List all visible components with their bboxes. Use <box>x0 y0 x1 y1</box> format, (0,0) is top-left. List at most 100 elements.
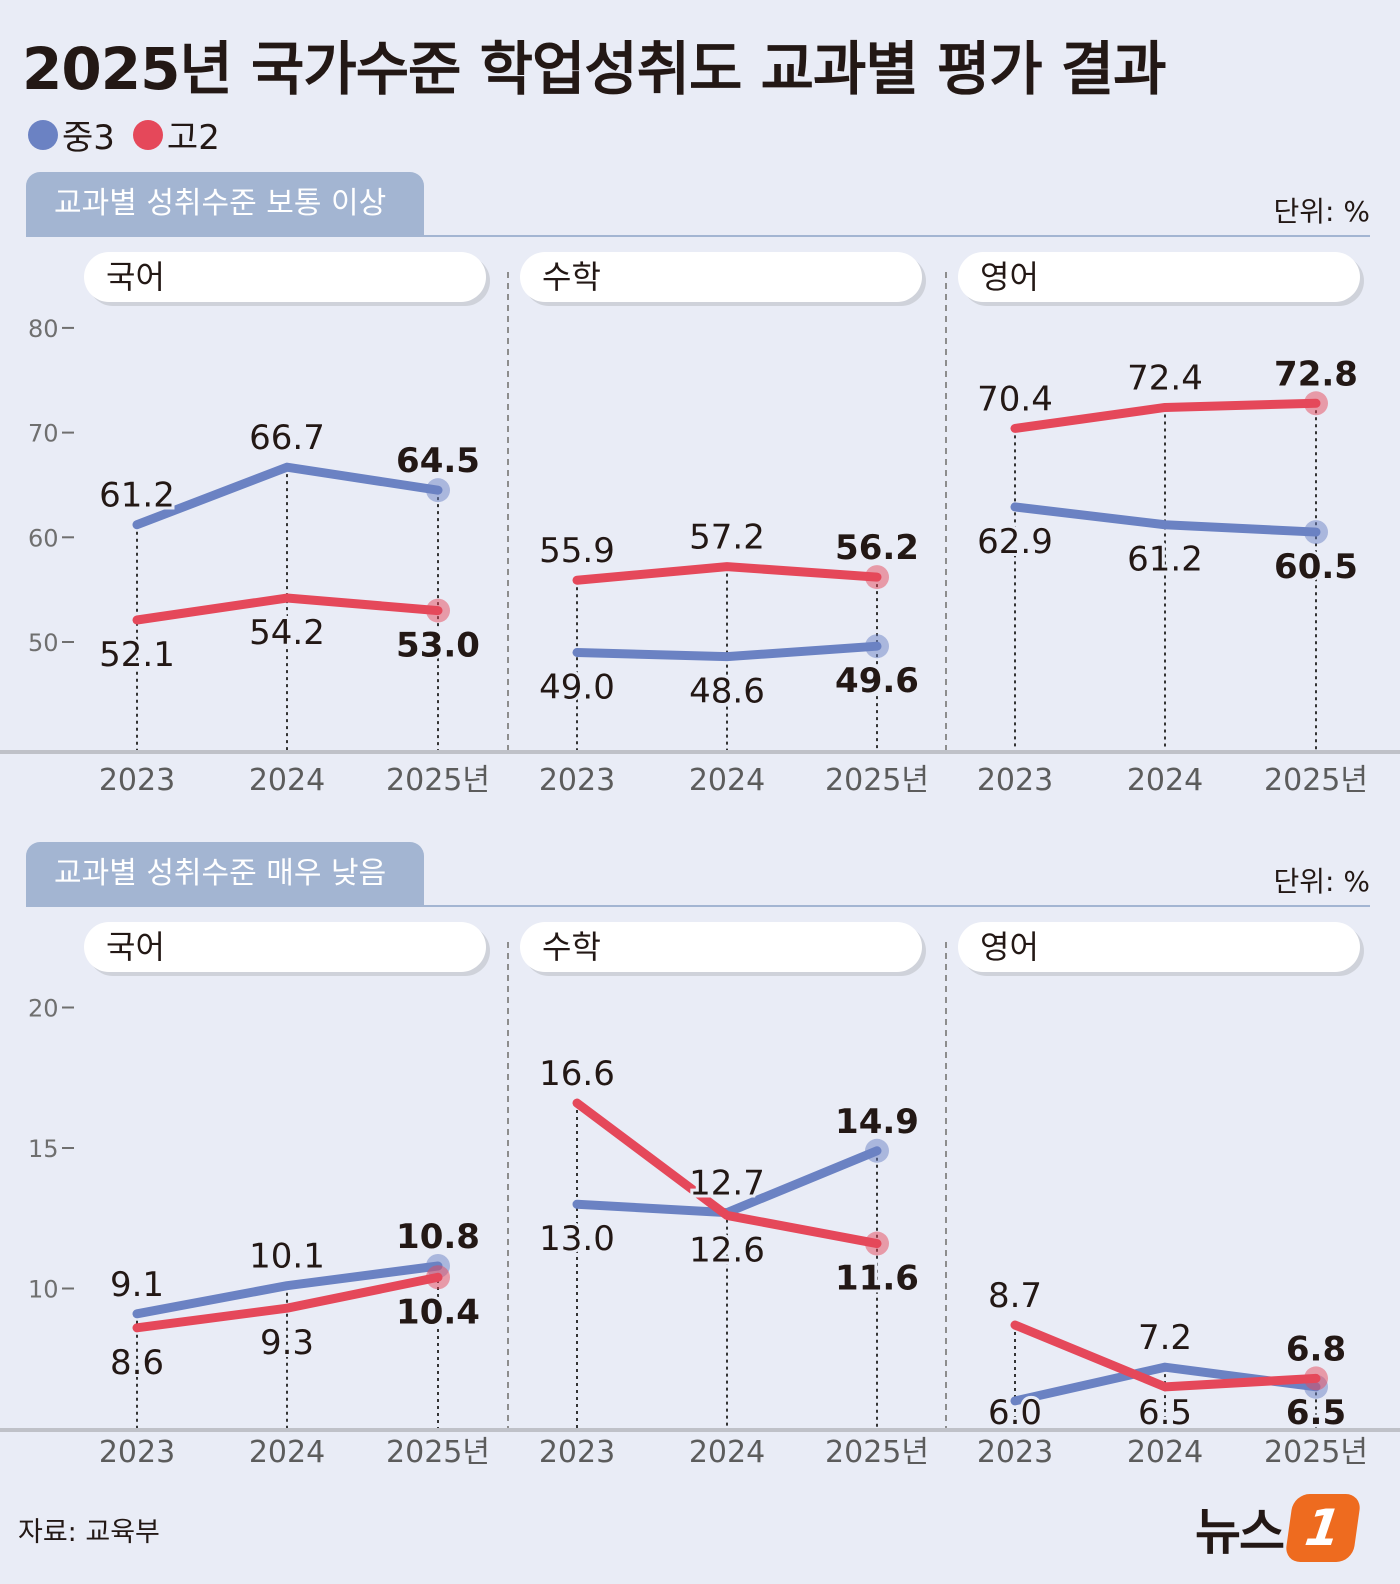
end-point-marker <box>426 1265 450 1290</box>
x-axis-baseline <box>0 1428 1400 1432</box>
end-point-marker <box>865 1138 889 1163</box>
data-label: 12.7 <box>689 1164 765 1204</box>
subject-pill <box>84 922 486 972</box>
data-label: 54.2 <box>249 613 325 653</box>
series-line-high <box>1010 398 1321 433</box>
section-title-very-low: 교과별 성취수준 매우 낮음 <box>26 842 424 906</box>
x-tick-label: 2024 <box>1127 763 1203 798</box>
data-label: 61.2 <box>99 476 175 516</box>
end-point-marker <box>426 598 450 623</box>
end-point-marker <box>865 1231 889 1256</box>
x-tick-label: 2025년 <box>825 763 929 798</box>
data-label: 10.1 <box>249 1237 325 1277</box>
subject-pill <box>520 252 922 302</box>
y-tick-label: 80 <box>28 315 59 343</box>
legend-swatch-middle <box>28 119 58 150</box>
data-label: 60.5 <box>1274 547 1358 587</box>
subject-pill <box>958 922 1360 972</box>
legend-label-high: 고2 <box>166 118 220 158</box>
data-label: 6.5 <box>1286 1393 1346 1433</box>
legend-swatch-high <box>132 119 163 150</box>
subject-label: 영어 <box>980 928 1039 966</box>
data-label: 9.3 <box>260 1323 314 1363</box>
data-label: 10.4 <box>396 1292 480 1332</box>
end-point-marker <box>865 565 889 590</box>
series-line-high <box>132 1272 443 1333</box>
legend-item-middle: 중3 <box>28 110 115 159</box>
data-label: 16.6 <box>539 1054 615 1094</box>
y-tick-label: 10 <box>28 1276 59 1304</box>
unit-label: 단위: % <box>1273 195 1370 228</box>
x-tick-label: 2023 <box>99 1435 175 1470</box>
chart-title: 2025년 국가수준 학업성취도 교과별 평가 결과 <box>22 35 1167 103</box>
data-label: 57.2 <box>689 518 765 558</box>
data-label: 64.5 <box>396 441 480 481</box>
x-axis-baseline <box>0 750 1400 754</box>
series-line-middle <box>1010 502 1321 537</box>
x-tick-label: 2024 <box>249 1435 325 1470</box>
series-line-high <box>132 593 443 625</box>
series-line-middle <box>572 641 882 662</box>
y-tick-label: 60 <box>28 524 59 552</box>
subject-label: 수학 <box>542 258 601 296</box>
data-label: 72.4 <box>1127 358 1203 398</box>
data-label: 6.0 <box>988 1393 1042 1433</box>
data-label: 52.1 <box>99 635 175 675</box>
data-label: 61.2 <box>1127 540 1203 580</box>
data-label: 6.5 <box>1138 1393 1192 1433</box>
data-label: 72.8 <box>1274 354 1358 394</box>
x-tick-label: 2025년 <box>386 763 490 798</box>
x-tick-label: 2023 <box>977 1435 1053 1470</box>
series-line-high <box>572 1098 882 1249</box>
data-label: 10.8 <box>396 1217 480 1257</box>
x-tick-label: 2024 <box>249 763 325 798</box>
subject-label: 국어 <box>106 258 165 296</box>
end-point-marker <box>1304 391 1328 416</box>
end-point-marker <box>1304 520 1328 545</box>
x-tick-label: 2025년 <box>1264 763 1368 798</box>
x-tick-label: 2024 <box>689 1435 765 1470</box>
data-label: 12.6 <box>689 1230 765 1270</box>
data-label: 48.6 <box>689 672 765 712</box>
data-label: 13.0 <box>539 1219 615 1259</box>
source-note: 자료: 교육부 <box>18 1517 160 1548</box>
legend-label-middle: 중3 <box>62 118 115 158</box>
end-point-marker <box>426 478 450 503</box>
y-tick-label: 50 <box>28 629 59 657</box>
unit-label: 단위: % <box>1273 865 1370 898</box>
series-line-middle <box>132 1261 443 1319</box>
data-label: 70.4 <box>977 379 1053 419</box>
x-tick-label: 2024 <box>689 763 765 798</box>
end-point-marker <box>1304 1366 1328 1391</box>
data-label: 55.9 <box>539 531 615 571</box>
y-tick-label: 15 <box>28 1135 59 1163</box>
news1-logo: 뉴스 1 <box>1195 1492 1362 1564</box>
data-label: 14.9 <box>835 1102 919 1142</box>
subject-pill <box>958 252 1360 302</box>
logo-badge: 1 <box>1284 1494 1362 1562</box>
data-label: 49.6 <box>835 661 919 701</box>
data-label: 6.8 <box>1286 1329 1346 1369</box>
logo-text: 뉴스 <box>1195 1503 1285 1561</box>
legend: 중3 고2 <box>28 110 220 159</box>
x-tick-label: 2025년 <box>1264 1435 1368 1470</box>
data-label: 8.6 <box>110 1343 164 1383</box>
data-label: 66.7 <box>249 418 325 458</box>
subject-label: 국어 <box>106 928 165 966</box>
x-tick-label: 2023 <box>977 763 1053 798</box>
data-label: 53.0 <box>396 626 480 666</box>
series-line-high <box>572 562 882 585</box>
x-tick-label: 2025년 <box>825 1435 929 1470</box>
data-label: 11.6 <box>835 1259 919 1299</box>
series-line-high <box>1010 1320 1321 1392</box>
end-point-marker <box>865 634 889 659</box>
y-tick-label: 20 <box>28 995 59 1023</box>
x-tick-label: 2023 <box>539 763 615 798</box>
subject-label: 수학 <box>542 928 601 966</box>
data-label: 56.2 <box>835 528 919 568</box>
y-tick-label: 70 <box>28 420 59 448</box>
x-tick-label: 2025년 <box>386 1435 490 1470</box>
data-label: 49.0 <box>539 667 615 707</box>
legend-item-high: 고2 <box>132 110 220 159</box>
x-tick-label: 2023 <box>99 763 175 798</box>
